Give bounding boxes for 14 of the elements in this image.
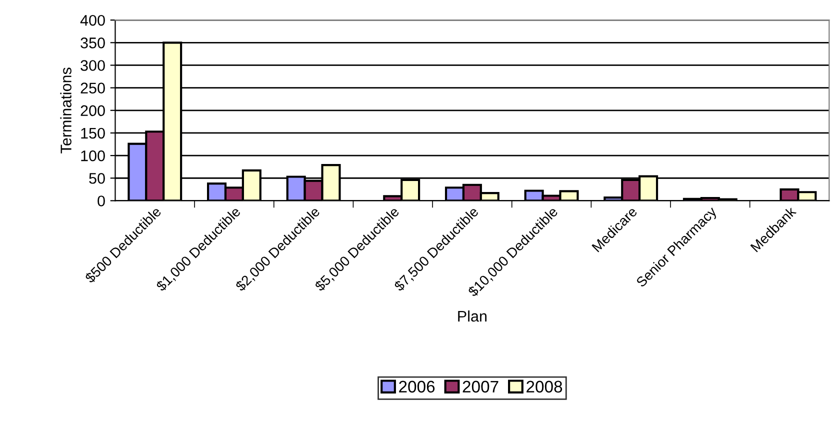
y-tick-label: 350 xyxy=(80,38,105,48)
legend-label: 2006 xyxy=(399,380,435,393)
y-tick-label: 400 xyxy=(80,14,105,26)
y-tick-label: 300 xyxy=(80,60,105,71)
y-tick-label: 250 xyxy=(80,82,105,94)
y-tick-label: 100 xyxy=(81,150,105,162)
legend-label: 2008 xyxy=(526,380,562,393)
y-tick-label: 50 xyxy=(89,172,105,184)
y-axis-title: Terminations xyxy=(60,68,72,154)
y-tick-label: 150 xyxy=(81,128,105,139)
y-tick-label: 200 xyxy=(80,105,105,116)
x-axis-title: Plan xyxy=(458,310,486,322)
y-tick-label: 0 xyxy=(98,196,105,206)
legend-label: 2007 xyxy=(462,380,498,393)
